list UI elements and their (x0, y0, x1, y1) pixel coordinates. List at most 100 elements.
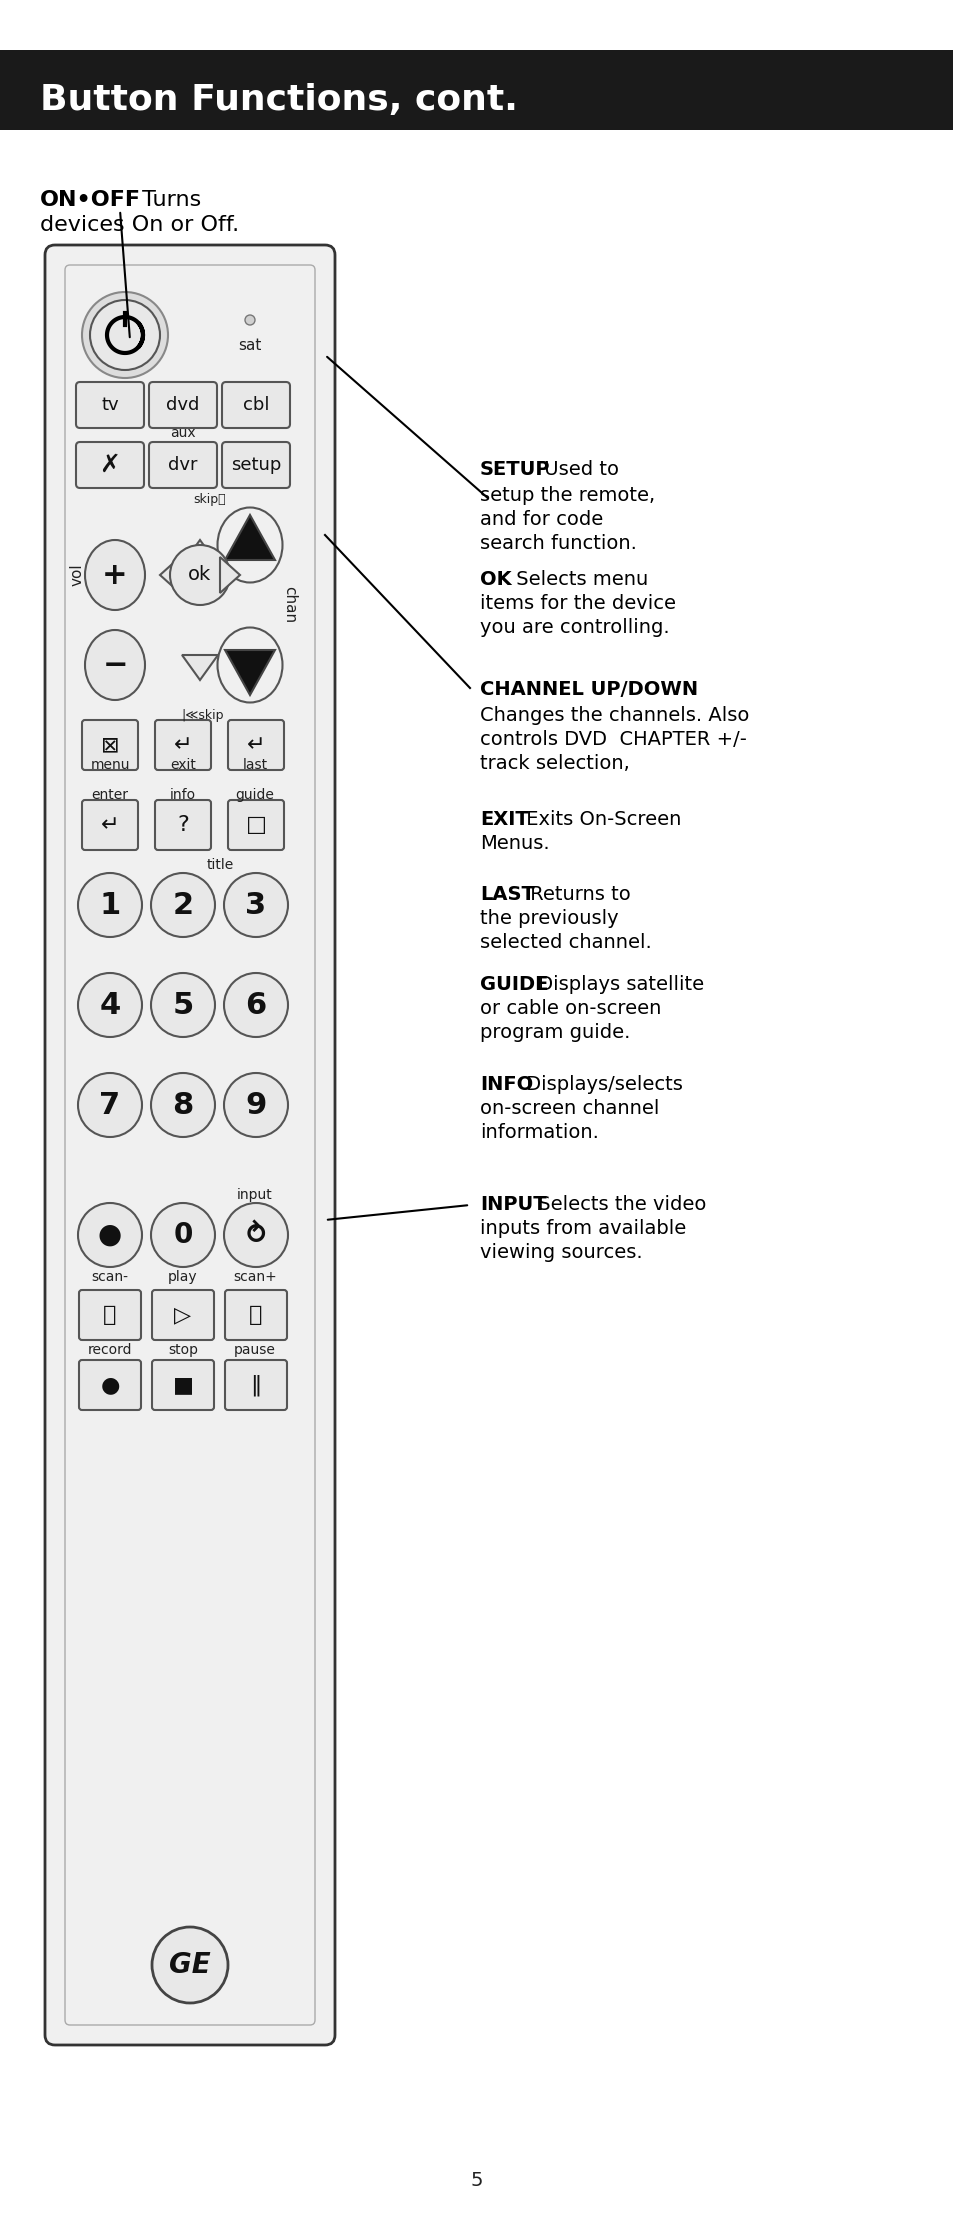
Text: ▷: ▷ (174, 1305, 192, 1325)
Text: +: + (102, 561, 128, 590)
Text: scan+: scan+ (233, 1269, 276, 1285)
Text: tv: tv (101, 396, 119, 414)
Text: pause: pause (233, 1343, 275, 1356)
Text: vol: vol (70, 563, 85, 586)
Text: EXIT: EXIT (479, 811, 528, 828)
Circle shape (245, 314, 254, 325)
Text: 3: 3 (245, 891, 266, 920)
Text: ↵: ↵ (173, 735, 193, 755)
Text: ■: ■ (172, 1374, 193, 1394)
Circle shape (224, 973, 288, 1038)
Text: track selection,: track selection, (479, 755, 629, 773)
FancyBboxPatch shape (152, 1289, 213, 1341)
Polygon shape (182, 655, 218, 679)
Text: and for code: and for code (479, 510, 602, 530)
Circle shape (224, 1203, 288, 1267)
Text: ON•OFF: ON•OFF (40, 189, 141, 209)
Text: sat: sat (238, 339, 261, 352)
Text: 5: 5 (470, 2171, 483, 2189)
Text: information.: information. (479, 1122, 598, 1142)
Circle shape (82, 292, 168, 379)
Text: scan-: scan- (91, 1269, 129, 1285)
Text: ⊠: ⊠ (101, 735, 119, 755)
FancyBboxPatch shape (76, 441, 144, 488)
Text: on-screen channel: on-screen channel (479, 1098, 659, 1118)
Text: ↵: ↵ (101, 815, 119, 835)
FancyBboxPatch shape (82, 799, 138, 851)
Polygon shape (225, 650, 274, 695)
FancyBboxPatch shape (45, 245, 335, 2044)
Text: 6: 6 (245, 991, 266, 1020)
Circle shape (90, 301, 160, 370)
FancyBboxPatch shape (0, 49, 953, 129)
Text: selected channel.: selected channel. (479, 933, 651, 951)
Text: ⥁: ⥁ (244, 1220, 268, 1249)
FancyBboxPatch shape (76, 383, 144, 428)
Text: CHANNEL UP/DOWN: CHANNEL UP/DOWN (479, 679, 698, 699)
Text: Changes the channels. Also: Changes the channels. Also (479, 706, 749, 726)
Circle shape (151, 973, 214, 1038)
Text: ⏪: ⏪ (103, 1305, 116, 1325)
Text: LAST: LAST (479, 884, 535, 904)
Text: last: last (242, 757, 267, 773)
Text: exit: exit (170, 757, 195, 773)
Polygon shape (225, 514, 274, 559)
Text: −: − (102, 650, 128, 679)
Text: Selects the video: Selects the video (532, 1196, 705, 1214)
Text: or cable on-screen: or cable on-screen (479, 1000, 660, 1018)
Text: Displays/selects: Displays/selects (519, 1076, 682, 1093)
Text: ●: ● (100, 1374, 119, 1394)
FancyBboxPatch shape (82, 719, 138, 771)
Polygon shape (160, 557, 180, 592)
Circle shape (78, 1073, 142, 1138)
Text: program guide.: program guide. (479, 1022, 630, 1042)
FancyBboxPatch shape (149, 383, 216, 428)
Text: ↵: ↵ (247, 735, 265, 755)
Text: 4: 4 (99, 991, 120, 1020)
Text: chan: chan (282, 586, 297, 624)
Circle shape (170, 546, 230, 606)
Text: SETUP: SETUP (479, 461, 550, 479)
Text: dvd: dvd (166, 396, 199, 414)
Text: search function.: search function. (479, 534, 637, 552)
Text: skip⏭: skip⏭ (193, 494, 226, 506)
Text: 9: 9 (245, 1091, 267, 1120)
Text: ✗: ✗ (99, 452, 120, 477)
Text: ⏩: ⏩ (249, 1305, 262, 1325)
FancyBboxPatch shape (79, 1289, 141, 1341)
Text: Menus.: Menus. (479, 833, 549, 853)
Text: setup: setup (231, 457, 281, 474)
Text: aux: aux (170, 425, 195, 441)
Text: you are controlling.: you are controlling. (479, 619, 669, 637)
Text: viewing sources.: viewing sources. (479, 1243, 642, 1263)
Text: Turns: Turns (135, 189, 201, 209)
Circle shape (224, 873, 288, 938)
Text: 7: 7 (99, 1091, 120, 1120)
Text: ‖: ‖ (250, 1374, 261, 1396)
Text: input: input (237, 1187, 273, 1203)
Text: |≪skip: |≪skip (182, 708, 224, 722)
Text: devices On or Off.: devices On or Off. (40, 216, 239, 236)
Circle shape (151, 873, 214, 938)
Circle shape (224, 1073, 288, 1138)
Text: record: record (88, 1343, 132, 1356)
Text: 8: 8 (172, 1091, 193, 1120)
Circle shape (151, 1073, 214, 1138)
Text: ?: ? (177, 815, 189, 835)
Text: Exits On-Screen: Exits On-Screen (519, 811, 680, 828)
Circle shape (78, 1203, 142, 1267)
Text: info: info (170, 788, 196, 802)
FancyBboxPatch shape (228, 799, 284, 851)
Text: OK: OK (479, 570, 511, 588)
Ellipse shape (85, 630, 145, 699)
Text: controls DVD  CHAPTER +/-: controls DVD CHAPTER +/- (479, 730, 746, 748)
Text: title: title (206, 857, 233, 873)
Text: play: play (168, 1269, 197, 1285)
Text: GE: GE (169, 1951, 211, 1980)
Text: stop: stop (168, 1343, 198, 1356)
Circle shape (78, 973, 142, 1038)
Text: Button Functions, cont.: Button Functions, cont. (40, 82, 517, 118)
FancyBboxPatch shape (225, 1361, 287, 1410)
Ellipse shape (85, 539, 145, 610)
Text: 1: 1 (99, 891, 120, 920)
